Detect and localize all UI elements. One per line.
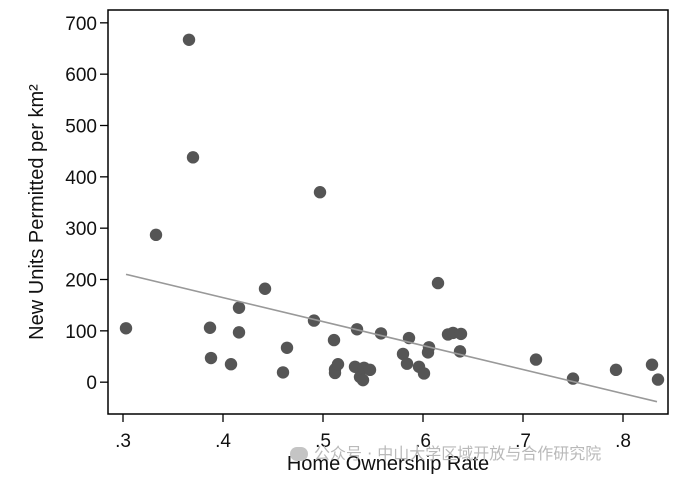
y-tick-label: 0 <box>86 373 97 394</box>
scatter-point <box>348 360 362 373</box>
plot-area-frame <box>107 9 669 415</box>
scatter-point <box>396 347 410 361</box>
y-tick-label: 200 <box>65 271 97 292</box>
scatter-point <box>609 363 623 377</box>
scatter-point <box>417 367 431 380</box>
scatter-point <box>149 228 163 242</box>
y-axis: 0 100 200 300 400 500 600 700 <box>65 14 108 394</box>
scatter-point <box>203 321 217 334</box>
scatter-point <box>431 276 445 290</box>
scatter-point <box>258 282 272 295</box>
y-axis-title: New Units Permitted per km² <box>26 84 48 340</box>
x-tick-label: .5 <box>315 431 331 452</box>
scatter-point <box>313 186 327 199</box>
y-tick-label: 100 <box>65 322 97 343</box>
scatter-point <box>645 358 659 371</box>
x-tick-label: .7 <box>515 431 531 452</box>
x-axis-title: Home Ownership Rate <box>287 453 489 475</box>
scatter-point <box>374 327 388 340</box>
scatter-point <box>224 358 238 371</box>
y-tick-label: 600 <box>65 65 97 86</box>
x-tick-label: .6 <box>415 431 431 452</box>
y-tick-label: 700 <box>65 14 97 35</box>
scatter-point <box>529 353 543 366</box>
x-tick-label: .3 <box>115 431 131 452</box>
scatter-point <box>232 326 246 339</box>
fit-line <box>125 273 658 403</box>
scatter-point <box>232 301 246 314</box>
y-tick-label: 400 <box>65 168 97 189</box>
scatter-point <box>331 358 345 371</box>
scatter-point <box>454 327 468 341</box>
scatter-point <box>363 363 377 377</box>
y-tick-label: 500 <box>65 117 97 138</box>
y-tick-label: 300 <box>65 219 97 240</box>
x-tick-label: .4 <box>215 431 231 452</box>
scatter-point <box>307 314 321 327</box>
scatter-point <box>182 33 196 46</box>
x-tick-label: .8 <box>615 431 631 452</box>
watermark: 公众号 · 中山大学区域开放与合作研究院 <box>290 440 601 464</box>
scatter-point <box>400 357 414 370</box>
scatter-point <box>119 322 133 335</box>
x-axis: .3 .4 .5 .6 .7 .8 <box>115 414 631 452</box>
scatter-point <box>651 373 665 386</box>
scatter-point <box>280 341 294 354</box>
scatter-point <box>204 351 218 365</box>
scatter-point <box>327 333 341 347</box>
watermark-text: 公众号 · 中山大学区域开放与合作研究院 <box>314 444 602 463</box>
wechat-icon <box>290 447 308 461</box>
scatter-point <box>186 151 200 164</box>
scatter-point <box>276 366 290 379</box>
scatter-point <box>356 373 370 387</box>
